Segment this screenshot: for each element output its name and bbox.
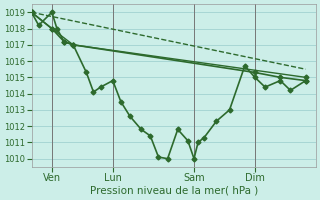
X-axis label: Pression niveau de la mer( hPa ): Pression niveau de la mer( hPa ) (90, 186, 258, 196)
